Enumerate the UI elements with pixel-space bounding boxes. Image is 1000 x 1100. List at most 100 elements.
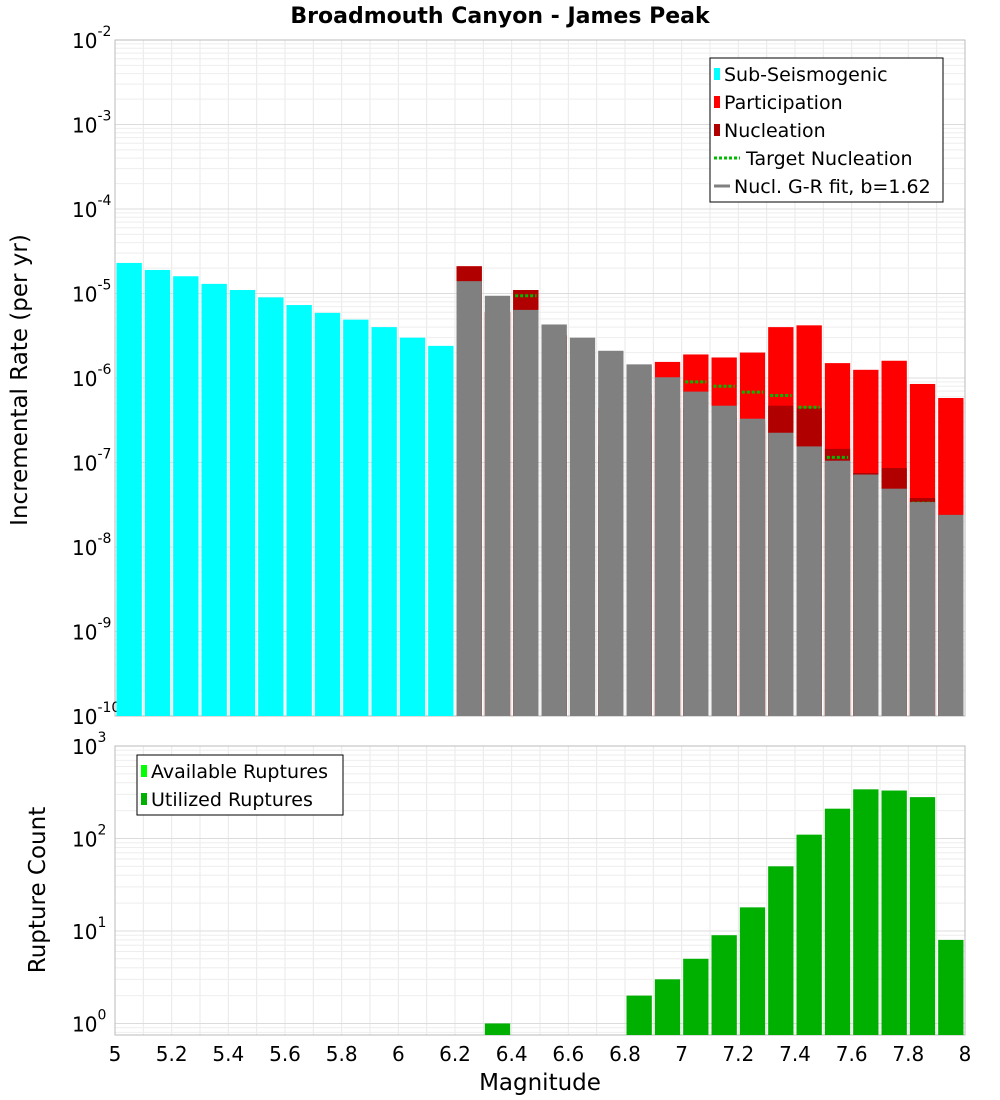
bar-utilized-ruptures: [626, 995, 652, 1035]
x-tick-label: 7.2: [722, 1042, 754, 1066]
y-tick-exponent: -8: [97, 531, 111, 547]
legend-swatch: [141, 793, 147, 805]
bar-nucl-g-r-fit-b-1-62: [569, 337, 596, 716]
legend-label: Nucl. G-R fit, b=1.62: [734, 176, 931, 198]
bar-sub-seismogenic: [399, 337, 426, 716]
bar-utilized-ruptures: [683, 958, 709, 1035]
x-tick-label: 7.8: [892, 1042, 924, 1066]
x-tick-label: 6.8: [609, 1042, 641, 1066]
legend-label: Target Nucleation: [745, 148, 913, 170]
bar-sub-seismogenic: [229, 290, 256, 716]
x-tick-label: 5.8: [326, 1042, 358, 1066]
legend-swatch: [141, 765, 147, 777]
legend: Available Ruptures Utilized Ruptures: [136, 754, 344, 816]
bar-sub-seismogenic: [286, 305, 312, 716]
bar-nucl-g-r-fit-b-1-62: [909, 502, 936, 716]
y-tick-exponent: -7: [97, 447, 111, 463]
bar-nucl-g-r-fit-b-1-62: [456, 281, 482, 716]
y-tick-label: 102: [72, 822, 106, 851]
bar-nucl-g-r-fit-b-1-62: [711, 405, 737, 716]
y-tick-exponent: 0: [97, 1007, 106, 1023]
legend-label: Participation: [724, 92, 843, 114]
x-tick-label: 5: [109, 1042, 122, 1066]
y-tick-exponent: -2: [97, 24, 111, 40]
x-tick-label: 7: [675, 1042, 688, 1066]
rate-y-axis-label: Incremental Rate (per yr): [7, 234, 33, 526]
bar-sub-seismogenic: [116, 262, 142, 716]
y-tick-exponent: -6: [97, 362, 111, 378]
y-tick-exponent: 3: [97, 730, 106, 746]
legend-box: [136, 754, 344, 816]
y-tick-label: 10-2: [72, 24, 111, 53]
bar-sub-seismogenic: [314, 312, 341, 716]
bar-utilized-ruptures: [824, 808, 851, 1035]
legend-label: Available Ruptures: [151, 761, 328, 783]
bar-utilized-ruptures: [909, 797, 936, 1035]
legend: Sub-Seismogenic Participation Nucleation Ta…: [709, 57, 944, 203]
x-tick-label: 7.4: [779, 1042, 811, 1066]
bar-utilized-ruptures: [768, 866, 794, 1035]
bar-nucl-g-r-fit-b-1-62: [541, 324, 567, 716]
legend-swatch: [714, 96, 720, 108]
y-tick-exponent: 1: [97, 915, 106, 931]
bar-utilized-ruptures: [484, 1023, 511, 1035]
legend-box: [709, 57, 944, 203]
x-tick-label: 6.4: [496, 1042, 528, 1066]
bar-sub-seismogenic: [258, 297, 284, 716]
bar-sub-seismogenic: [371, 327, 397, 716]
y-tick-label: 101: [72, 915, 106, 944]
bar-utilized-ruptures: [796, 834, 822, 1035]
x-tick-label: 5.2: [156, 1042, 188, 1066]
y-tick-label: 10-3: [72, 109, 111, 138]
bar-nucl-g-r-fit-b-1-62: [796, 446, 822, 716]
plot-frame: [114, 39, 966, 717]
bar-sub-seismogenic: [428, 345, 454, 716]
bar-utilized-ruptures: [739, 907, 766, 1035]
y-tick-label: 103: [72, 730, 106, 759]
rate-panel: 10-10 10-9 10-8 10-7 10-6 10-5 10-4 10-3 10-2 Sub…: [72, 24, 966, 729]
bar-utilized-ruptures: [938, 939, 964, 1035]
x-tick-label: 6.6: [552, 1042, 584, 1066]
bar-sub-seismogenic: [201, 283, 227, 716]
bar-sub-seismogenic: [173, 276, 199, 716]
x-tick-label: 8: [959, 1042, 972, 1066]
y-tick-label: 10-9: [72, 616, 111, 645]
x-tick-labels: 5 5.2 5.4 5.6 5.8 6 6.2 6.4 6.6 6.8 7 7.2 7.4 7.6 7.8 8: [109, 1042, 972, 1066]
x-tick-label: 6: [392, 1042, 405, 1066]
y-tick-exponent: 2: [97, 822, 106, 838]
bar-nucl-g-r-fit-b-1-62: [739, 418, 766, 716]
bar-nucl-g-r-fit-b-1-62: [598, 350, 624, 716]
bar-utilized-ruptures: [711, 935, 737, 1035]
y-tick-label: 10-6: [72, 362, 112, 391]
plot-frame: [114, 745, 966, 1036]
bar-nucl-g-r-fit-b-1-62: [938, 514, 964, 716]
x-tick-label: 7.6: [836, 1042, 868, 1066]
bar-utilized-ruptures: [853, 789, 879, 1035]
bar-nucl-g-r-fit-b-1-62: [654, 377, 681, 716]
x-tick-label: 5.6: [269, 1042, 301, 1066]
bar-utilized-ruptures: [881, 790, 907, 1035]
y-tick-exponent: -9: [97, 616, 111, 632]
x-axis-label: Magnitude: [479, 1070, 601, 1096]
y-tick-label: 10-5: [72, 278, 111, 307]
y-tick-label: 100: [72, 1007, 106, 1036]
bar-nucl-g-r-fit-b-1-62: [683, 391, 709, 716]
bar-utilized-ruptures: [654, 979, 681, 1035]
y-tick-label: 10-4: [72, 193, 112, 222]
x-tick-label: 5.4: [212, 1042, 244, 1066]
bar-nucl-g-r-fit-b-1-62: [513, 309, 539, 716]
legend-label: Sub-Seismogenic: [724, 64, 888, 86]
legend-swatch: [714, 124, 720, 136]
bar-nucl-g-r-fit-b-1-62: [768, 432, 794, 716]
y-tick-label: 10-8: [72, 531, 111, 560]
count-y-axis-label: Rupture Count: [25, 807, 51, 973]
y-tick-exponent: -10: [97, 700, 120, 716]
y-tick-exponent: -5: [97, 278, 111, 294]
bar-sub-seismogenic: [144, 269, 171, 716]
bar-nucl-g-r-fit-b-1-62: [881, 488, 907, 716]
bar-sub-seismogenic: [343, 319, 369, 716]
y-tick-exponent: -4: [97, 193, 111, 209]
y-tick-label: 10-7: [72, 447, 111, 476]
